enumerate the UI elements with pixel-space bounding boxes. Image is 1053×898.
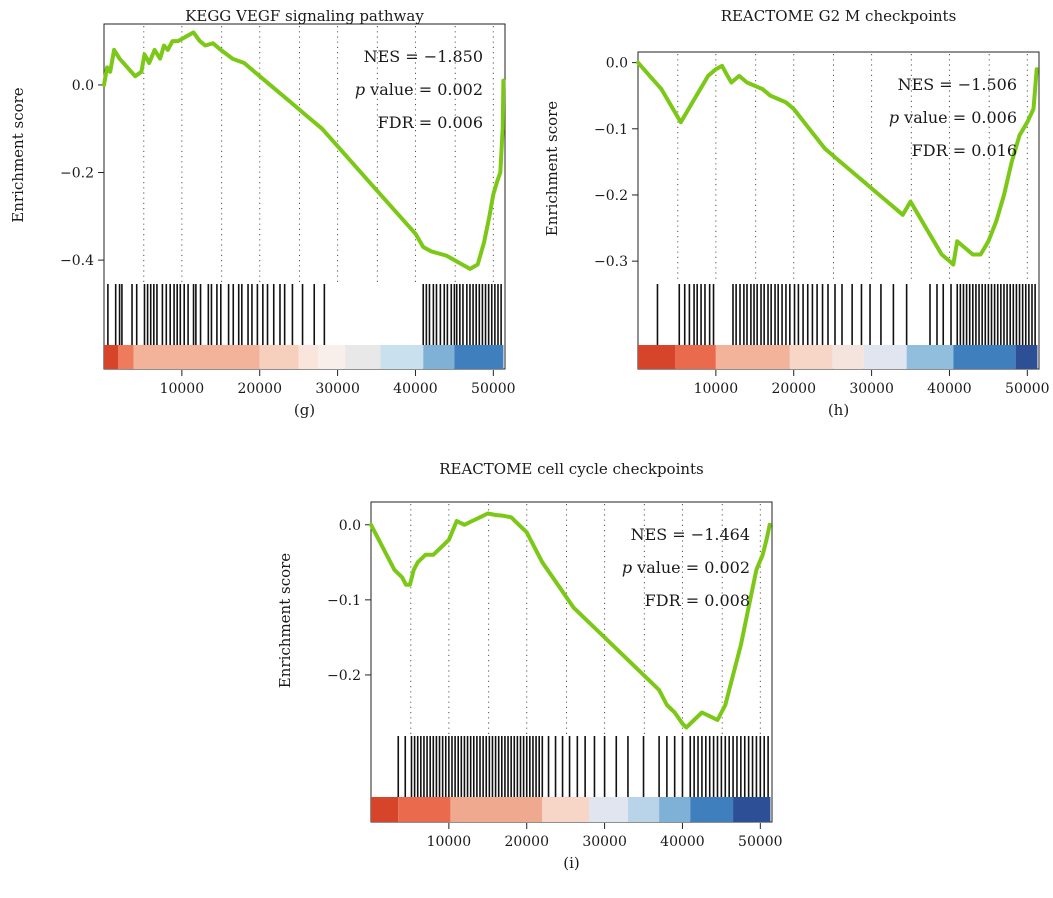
p-symbol: p bbox=[889, 108, 899, 127]
color-bar-segment bbox=[832, 345, 864, 369]
p-value-label: p value = 0.006 bbox=[889, 108, 1017, 127]
panel-h: REACTOME G2 M checkpoints 0.0 −0.1 −0.2 −0.3… bbox=[543, 7, 1050, 419]
rank-color-bar bbox=[371, 797, 771, 822]
color-bar-segment bbox=[906, 345, 954, 369]
color-bar-segment bbox=[380, 345, 424, 369]
gene-hit-marks bbox=[107, 284, 502, 345]
y-tick-label: −0.2 bbox=[594, 188, 628, 204]
y-tick-label: −0.2 bbox=[60, 166, 94, 182]
x-tick-label: 20000 bbox=[771, 381, 816, 397]
x-tick-label: 30000 bbox=[582, 834, 627, 850]
y-tick-label: −0.1 bbox=[327, 593, 361, 609]
enrichment-line bbox=[636, 60, 1039, 267]
color-bar-segment bbox=[1015, 345, 1038, 369]
x-tick-label: 40000 bbox=[927, 381, 972, 397]
y-axis-label: Enrichment score bbox=[543, 101, 561, 236]
color-bar-segment bbox=[118, 345, 134, 369]
panel-i: REACTOME cell cycle checkpoints 0.0 −0.1 −0… bbox=[276, 460, 783, 872]
color-bar-segment bbox=[638, 345, 676, 369]
color-bar-segment bbox=[259, 345, 299, 369]
x-tick-label: 50000 bbox=[471, 381, 516, 397]
gene-hit-marks bbox=[656, 284, 1036, 345]
rank-color-bar bbox=[104, 345, 504, 369]
color-bar-segment bbox=[690, 797, 734, 822]
color-bar-segment bbox=[298, 345, 319, 369]
color-bar-segment bbox=[345, 345, 381, 369]
x-tick-label: 40000 bbox=[393, 381, 438, 397]
nes-label: NES = −1.464 bbox=[631, 525, 750, 544]
y-tick-label: −0.4 bbox=[60, 253, 94, 269]
y-tick-label: 0.0 bbox=[339, 518, 361, 534]
color-bar-segment bbox=[627, 797, 660, 822]
color-bar-segment bbox=[589, 797, 628, 822]
color-bar-segment bbox=[133, 345, 260, 369]
x-tick-label: 40000 bbox=[660, 834, 705, 850]
x-tick-label: 50000 bbox=[738, 834, 783, 850]
p-value-label: p value = 0.002 bbox=[355, 80, 483, 99]
y-tick-label: −0.2 bbox=[327, 668, 361, 684]
chart-title: KEGG VEGF signaling pathway bbox=[185, 7, 424, 25]
color-bar-segment bbox=[104, 345, 119, 369]
color-bar-segment bbox=[733, 797, 771, 822]
x-tick-label: 10000 bbox=[694, 381, 739, 397]
y-tick-label: −0.3 bbox=[594, 254, 628, 270]
x-tick-label: 10000 bbox=[160, 381, 205, 397]
fdr-label: FDR = 0.006 bbox=[378, 113, 483, 132]
x-tick-label: 30000 bbox=[849, 381, 894, 397]
p-value-label: p value = 0.002 bbox=[622, 558, 750, 577]
chart-title: REACTOME G2 M checkpoints bbox=[721, 7, 957, 25]
enrichment-line bbox=[102, 30, 506, 271]
color-bar-segment bbox=[659, 797, 691, 822]
color-bar-segment bbox=[398, 797, 451, 822]
panel-g: KEGG VEGF signaling pathway 0.0 −0.2 −0.4 En… bbox=[9, 7, 516, 419]
p-value-text: value = 0.006 bbox=[899, 108, 1017, 127]
color-bar-segment bbox=[423, 345, 455, 369]
x-tick-label: 50000 bbox=[1005, 381, 1050, 397]
p-value-text: value = 0.002 bbox=[365, 80, 483, 99]
color-bar-segment bbox=[789, 345, 833, 369]
y-tick-label: −0.1 bbox=[594, 122, 628, 138]
fdr-label: FDR = 0.016 bbox=[912, 141, 1017, 160]
color-bar-segment bbox=[863, 345, 907, 369]
color-bar-segment bbox=[675, 345, 716, 369]
panel-caption: (g) bbox=[294, 401, 315, 419]
color-bar-segment bbox=[715, 345, 790, 369]
plot-frame bbox=[370, 501, 773, 823]
p-symbol: p bbox=[355, 80, 365, 99]
p-symbol: p bbox=[622, 558, 632, 577]
color-bar-segment bbox=[454, 345, 504, 369]
gene-hit-marks bbox=[397, 736, 769, 797]
panel-caption: (i) bbox=[563, 854, 580, 872]
enrichment-line bbox=[369, 511, 772, 730]
x-tick-label: 10000 bbox=[427, 834, 472, 850]
color-bar-segment bbox=[371, 797, 399, 822]
x-tick-label: 20000 bbox=[504, 834, 549, 850]
rank-color-bar bbox=[638, 345, 1038, 369]
y-tick-label: 0.0 bbox=[606, 56, 628, 72]
x-tick-label: 20000 bbox=[237, 381, 282, 397]
color-bar-segment bbox=[318, 345, 346, 369]
color-bar-segment bbox=[953, 345, 1016, 369]
p-value-text: value = 0.002 bbox=[632, 558, 750, 577]
panel-caption: (h) bbox=[828, 401, 849, 419]
nes-label: NES = −1.850 bbox=[364, 47, 483, 66]
x-tick-label: 30000 bbox=[315, 381, 360, 397]
y-tick-label: 0.0 bbox=[72, 78, 94, 94]
color-bar-segment bbox=[450, 797, 543, 822]
nes-label: NES = −1.506 bbox=[898, 75, 1017, 94]
y-axis-label: Enrichment score bbox=[276, 553, 294, 688]
y-axis-label: Enrichment score bbox=[9, 87, 27, 222]
color-bar-segment bbox=[542, 797, 590, 822]
fdr-label: FDR = 0.008 bbox=[645, 591, 750, 610]
chart-title: REACTOME cell cycle checkpoints bbox=[439, 460, 704, 478]
